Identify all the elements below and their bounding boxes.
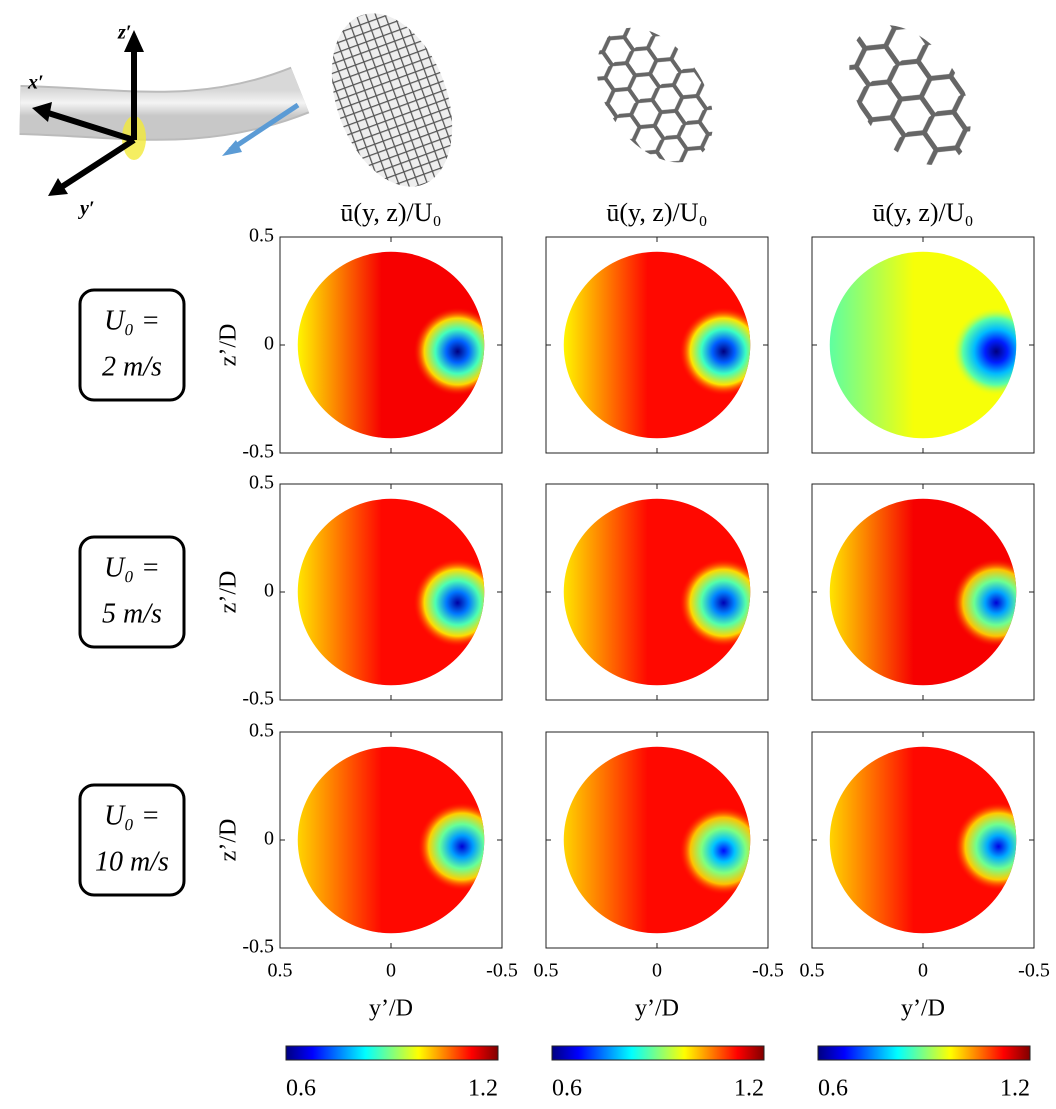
row-label: U₀ = bbox=[104, 305, 160, 336]
y-axis-label: z’/D bbox=[216, 571, 242, 614]
row-label: 10 m/s bbox=[95, 846, 169, 877]
mesh-grid bbox=[331, 13, 453, 187]
panel-title: ū(y, z)/U₀ bbox=[872, 198, 973, 227]
wake-region bbox=[679, 806, 751, 896]
wake-region bbox=[951, 558, 1017, 648]
row-label-box bbox=[78, 288, 186, 402]
velocity-field bbox=[829, 498, 1017, 686]
colorbar-tick-label: 0.6 bbox=[552, 1076, 582, 1102]
wake-region bbox=[417, 802, 485, 891]
wake-region bbox=[679, 307, 751, 396]
wake-region bbox=[413, 307, 485, 396]
y-axis-label: z’/D bbox=[216, 819, 242, 862]
y-tick-label: -0.5 bbox=[242, 688, 274, 710]
x-axis-label: y’/D bbox=[901, 996, 945, 1022]
axis-label: y′ bbox=[78, 198, 95, 220]
wake-region bbox=[954, 802, 1017, 891]
y-tick-label: 0 bbox=[264, 333, 274, 355]
row-label: U₀ = bbox=[104, 552, 160, 583]
row-label-box bbox=[78, 783, 186, 897]
row-label-box bbox=[78, 535, 186, 649]
pipe-sketch: z′ x′ y′ bbox=[19, 22, 310, 220]
x-tick-label: -0.5 bbox=[486, 960, 518, 982]
y-tick-label: -0.5 bbox=[242, 441, 274, 463]
y-tick-label: 0.5 bbox=[249, 720, 274, 742]
velocity-field bbox=[829, 251, 1017, 439]
x-axis-label: y’/D bbox=[369, 996, 413, 1022]
row-label: U₀ = bbox=[104, 800, 160, 831]
velocity-field bbox=[829, 746, 1017, 934]
y-tick-label: 0.5 bbox=[249, 472, 274, 494]
y-tick-label: -0.5 bbox=[242, 936, 274, 958]
y-tick-label: 0 bbox=[264, 580, 274, 602]
x-tick-label: 0.5 bbox=[268, 960, 293, 982]
x-tick-label: 0.5 bbox=[800, 960, 825, 982]
x-tick-label: -0.5 bbox=[752, 960, 784, 982]
axis-label: x′ bbox=[27, 72, 44, 94]
wake-region bbox=[951, 307, 1017, 396]
y-tick-label: 0.5 bbox=[249, 225, 274, 247]
x-tick-label: -0.5 bbox=[1018, 960, 1050, 982]
panel-title: ū(y, z)/U₀ bbox=[340, 198, 441, 227]
velocity-field bbox=[563, 251, 751, 439]
velocity-field bbox=[297, 746, 485, 934]
wake-region bbox=[413, 558, 485, 648]
honeycomb-large bbox=[849, 24, 971, 166]
x-tick-label: 0 bbox=[386, 960, 396, 982]
x-tick-label: 0 bbox=[918, 960, 928, 982]
x-tick-label: 0.5 bbox=[534, 960, 559, 982]
x-tick-label: 0 bbox=[652, 960, 662, 982]
row-label: 2 m/s bbox=[102, 351, 162, 382]
x-axis-label: y’/D bbox=[635, 996, 679, 1022]
wake-region bbox=[679, 558, 751, 648]
colorbar-tick-label: 1.2 bbox=[734, 1076, 764, 1102]
y-tick-label: 0 bbox=[264, 828, 274, 850]
colorbar-tick-label: 0.6 bbox=[286, 1076, 316, 1102]
colorbar bbox=[551, 1045, 765, 1061]
axis-label: z′ bbox=[117, 22, 131, 44]
row-label: 5 m/s bbox=[102, 598, 162, 629]
colorbar-tick-label: 1.2 bbox=[468, 1076, 498, 1102]
colorbar-tick-label: 0.6 bbox=[818, 1076, 848, 1102]
colorbar bbox=[817, 1045, 1031, 1061]
velocity-field bbox=[297, 251, 485, 439]
colorbar-tick-label: 1.2 bbox=[1000, 1076, 1030, 1102]
y-axis-label: z’/D bbox=[216, 324, 242, 367]
honeycomb-small bbox=[596, 27, 714, 163]
panel-title: ū(y, z)/U₀ bbox=[606, 198, 707, 227]
colorbar bbox=[285, 1045, 499, 1061]
